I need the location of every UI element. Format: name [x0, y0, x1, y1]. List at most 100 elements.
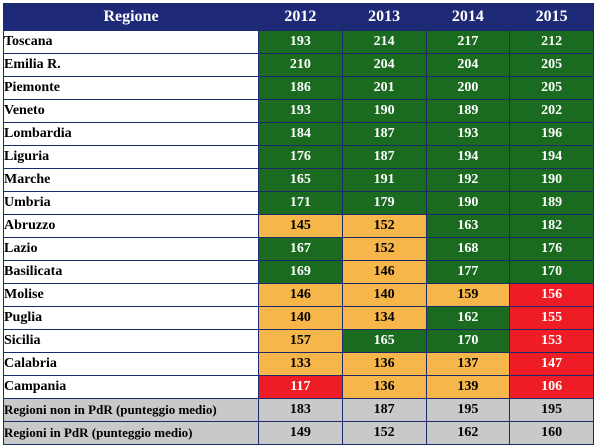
score-cell: 217 — [425, 30, 511, 54]
score-cell: 177 — [425, 260, 511, 284]
summary-label: Regioni in PdR (punteggio medio) — [3, 421, 259, 445]
region-name: Piemonte — [3, 76, 259, 100]
score-cell: 136 — [341, 375, 427, 399]
lea-score-table: Regione 2012 2013 2014 2015 Toscana 193 21… — [3, 3, 594, 445]
score-cell: 117 — [258, 375, 343, 399]
score-cell: 176 — [509, 237, 594, 261]
region-name: Molise — [3, 283, 259, 307]
score-cell: 155 — [509, 306, 594, 330]
score-cell: 152 — [341, 214, 427, 238]
score-cell: 204 — [341, 53, 427, 77]
score-cell: 165 — [341, 329, 427, 353]
score-cell: 146 — [341, 260, 427, 284]
score-cell: 193 — [425, 122, 511, 146]
score-cell: 190 — [509, 168, 594, 192]
summary-score-cell: 160 — [509, 421, 594, 445]
score-cell: 193 — [258, 30, 343, 54]
score-cell: 168 — [425, 237, 511, 261]
score-cell: 152 — [341, 237, 427, 261]
score-cell: 140 — [341, 283, 427, 307]
score-cell: 190 — [341, 99, 427, 123]
table-row: Emilia R. 210 204 204 205 — [3, 53, 594, 77]
score-cell: 157 — [258, 329, 343, 353]
score-cell: 106 — [509, 375, 594, 399]
score-cell: 212 — [509, 30, 594, 54]
region-name: Puglia — [3, 306, 259, 330]
table-row: Liguria 176 187 194 194 — [3, 145, 594, 169]
summary-score-cell: 187 — [341, 398, 427, 422]
table-row: Abruzzo 145 152 163 182 — [3, 214, 594, 238]
summary-score-cell: 195 — [509, 398, 594, 422]
region-name: Liguria — [3, 145, 259, 169]
summary-row: Regioni in PdR (punteggio medio) 149 152 16… — [3, 421, 594, 445]
score-cell: 201 — [341, 76, 427, 100]
header-2013: 2013 — [341, 3, 427, 31]
score-cell: 202 — [509, 99, 594, 123]
score-cell: 186 — [258, 76, 343, 100]
score-cell: 193 — [258, 99, 343, 123]
score-cell: 170 — [509, 260, 594, 284]
score-cell: 194 — [425, 145, 511, 169]
score-cell: 170 — [425, 329, 511, 353]
score-cell: 210 — [258, 53, 343, 77]
region-name: Calabria — [3, 352, 259, 376]
region-name: Marche — [3, 168, 259, 192]
score-cell: 179 — [341, 191, 427, 215]
header-2014: 2014 — [425, 3, 511, 31]
region-name: Emilia R. — [3, 53, 259, 77]
score-cell: 136 — [341, 352, 427, 376]
table-row: Calabria 133 136 137 147 — [3, 352, 594, 376]
score-cell: 214 — [341, 30, 427, 54]
score-cell: 145 — [258, 214, 343, 238]
score-cell: 191 — [341, 168, 427, 192]
summary-score-cell: 162 — [425, 421, 511, 445]
region-name: Sicilia — [3, 329, 259, 353]
score-cell: 163 — [425, 214, 511, 238]
score-cell: 184 — [258, 122, 343, 146]
score-cell: 182 — [509, 214, 594, 238]
summary-score-cell: 149 — [258, 421, 343, 445]
table-row: Veneto 193 190 189 202 — [3, 99, 594, 123]
table-row: Campania 117 136 139 106 — [3, 375, 594, 399]
table-row: Lombardia 184 187 193 196 — [3, 122, 594, 146]
score-cell: 171 — [258, 191, 343, 215]
score-cell: 196 — [509, 122, 594, 146]
score-cell: 139 — [425, 375, 511, 399]
score-cell: 189 — [509, 191, 594, 215]
region-name: Lombardia — [3, 122, 259, 146]
table-row: Marche 165 191 192 190 — [3, 168, 594, 192]
region-name: Lazio — [3, 237, 259, 261]
region-name: Toscana — [3, 30, 259, 54]
score-cell: 167 — [258, 237, 343, 261]
score-cell: 153 — [509, 329, 594, 353]
score-cell: 189 — [425, 99, 511, 123]
score-cell: 194 — [509, 145, 594, 169]
score-cell: 133 — [258, 352, 343, 376]
score-cell: 187 — [341, 122, 427, 146]
header-2015: 2015 — [509, 3, 594, 31]
score-cell: 137 — [425, 352, 511, 376]
header-regione: Regione — [3, 3, 259, 31]
score-cell: 190 — [425, 191, 511, 215]
table-body: Toscana 193 214 217 212 Emilia R. 210 204 204 205… — [3, 30, 594, 445]
summary-score-cell: 195 — [425, 398, 511, 422]
score-cell: 134 — [341, 306, 427, 330]
table-row: Puglia 140 134 162 155 — [3, 306, 594, 330]
region-name: Abruzzo — [3, 214, 259, 238]
table-row: Molise 146 140 159 156 — [3, 283, 594, 307]
score-cell: 169 — [258, 260, 343, 284]
header-row: Regione 2012 2013 2014 2015 — [3, 3, 594, 31]
score-cell: 146 — [258, 283, 343, 307]
score-cell: 200 — [425, 76, 511, 100]
score-cell: 176 — [258, 145, 343, 169]
table-row: Piemonte 186 201 200 205 — [3, 76, 594, 100]
region-name: Umbria — [3, 191, 259, 215]
score-cell: 205 — [509, 76, 594, 100]
summary-score-cell: 183 — [258, 398, 343, 422]
score-cell: 205 — [509, 53, 594, 77]
score-cell: 192 — [425, 168, 511, 192]
score-cell: 159 — [425, 283, 511, 307]
score-cell: 187 — [341, 145, 427, 169]
summary-score-cell: 152 — [341, 421, 427, 445]
region-name: Veneto — [3, 99, 259, 123]
